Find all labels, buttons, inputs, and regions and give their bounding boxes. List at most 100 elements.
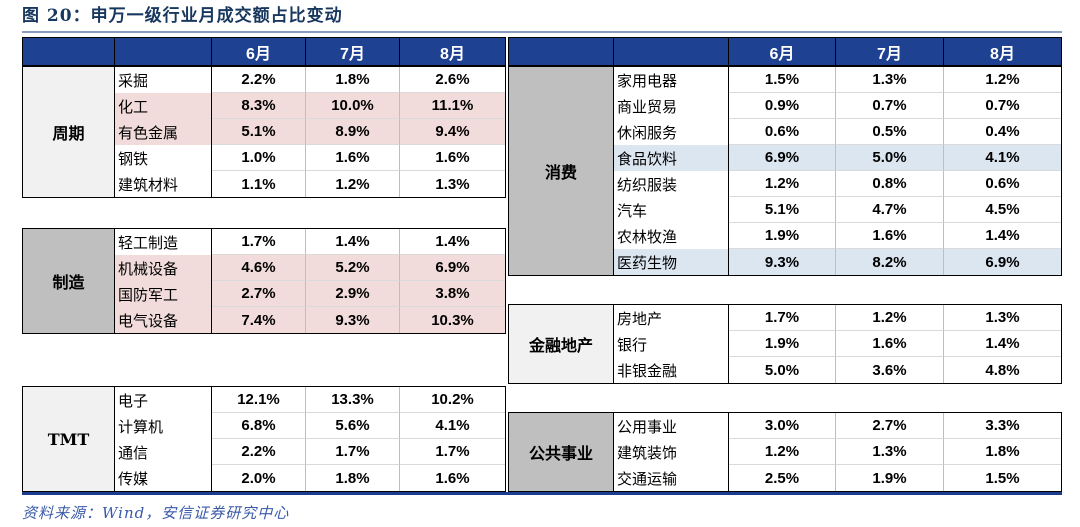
value-cell: 1.4%	[306, 229, 400, 255]
group-block: TMT 电子 12.1% 13.3% 10.2% 计算机 6.8% 5.6% 4.1% 通信 2.2…	[22, 386, 506, 492]
group-block: 周期 采掘 2.2% 1.8% 2.6% 化工 8.3% 10.0% 11.1% 有色金属 5.1%…	[22, 66, 506, 198]
spacer-row	[508, 276, 1062, 304]
category-cell: TMT	[23, 387, 115, 491]
value-cell: 3.6%	[836, 357, 944, 383]
value-cell: 0.9%	[729, 93, 836, 119]
industry-label: 采掘	[115, 67, 212, 93]
value-cell: 3.3%	[944, 413, 1061, 439]
group-block: 消费 家用电器 1.5% 1.3% 1.2% 商业贸易 0.9% 0.7% 0.7% 休闲服务 0.…	[508, 66, 1062, 276]
industry-label: 医药生物	[614, 249, 729, 275]
value-cell: 0.6%	[729, 119, 836, 145]
category-cell: 消费	[509, 67, 614, 275]
value-cell: 1.4%	[944, 223, 1061, 249]
industry-label: 银行	[614, 331, 729, 357]
tables-row: 6月 7月 8月 周期 采掘 2.2% 1.8% 2.6% 化工 8.3% 10.0% 11.1% 有色…	[22, 37, 1062, 492]
value-cell: 5.1%	[729, 197, 836, 223]
value-cell: 2.2%	[212, 439, 306, 465]
value-cell: 12.1%	[212, 387, 306, 413]
value-cell: 1.3%	[435, 175, 470, 193]
value-cell: 2.5%	[729, 465, 836, 491]
value-cell: 9.3%	[306, 307, 400, 333]
month-header: 7月	[836, 38, 944, 65]
value-cell: 5.1%	[212, 119, 306, 145]
industry-label: 非银金融	[614, 357, 729, 383]
value-cell: 1.6%	[306, 145, 400, 171]
industry-label: 汽车	[614, 197, 729, 223]
value-cell: 2.9%	[306, 281, 400, 307]
category-cell: 制造	[23, 229, 115, 333]
bottom-rule	[22, 492, 1062, 495]
month-header: 7月	[306, 38, 400, 65]
group-block: 制造 轻工制造 1.7% 1.4% 1.4% 机械设备 4.6% 5.2% 6.9% 国防军工 2.…	[22, 228, 506, 334]
month-header: 6月	[212, 38, 306, 65]
industry-label: 传媒	[115, 465, 212, 491]
value-cell: 0.7%	[836, 93, 944, 119]
industry-label: 建筑材料	[115, 171, 212, 197]
header-category-blank	[23, 38, 115, 65]
value-cell: 1.2%	[729, 171, 836, 197]
value-cell: 6.9%	[400, 255, 505, 281]
industry-label: 商业贸易	[614, 93, 729, 119]
value-cell: 13.3%	[306, 387, 400, 413]
header-industry-blank	[115, 38, 212, 65]
spacer-row	[508, 384, 1062, 412]
value-cell: 6.8%	[212, 413, 306, 439]
industry-label: 房地产	[614, 305, 729, 331]
industry-label: 农林牧渔	[614, 223, 729, 249]
value-cell: 1.8%	[306, 465, 400, 491]
industry-label: 建筑装饰	[614, 439, 729, 465]
table-header: 6月 7月 8月	[22, 37, 506, 66]
category-cell: 金融地产	[509, 305, 614, 383]
value-cell: 8.9%	[306, 119, 400, 145]
value-cell: 8.3%	[212, 93, 306, 119]
value-cell: 1.4%	[400, 229, 505, 255]
value-cell: 9.4%	[400, 119, 505, 145]
value-cell: 2.7%	[836, 413, 944, 439]
value-cell: 0.8%	[836, 171, 944, 197]
group-block: 公共事业 公用事业 3.0% 2.7% 3.3% 建筑装饰 1.2% 1.3% 1.8% 交通运输…	[508, 412, 1062, 492]
industry-label: 有色金属	[115, 119, 212, 145]
value-cell: 5.0%	[836, 145, 944, 171]
category-cell: 公共事业	[509, 413, 614, 491]
value-cell: 1.6%	[836, 331, 944, 357]
value-cell: 1.7%	[306, 439, 400, 465]
industry-label: 电子	[115, 387, 212, 413]
value-cell: 2.2%	[212, 67, 306, 93]
value-cell: 8.2%	[836, 249, 944, 275]
source-note: 资料来源：Wind，安信证券研究中心	[22, 504, 290, 522]
value-cell: 1.9%	[729, 331, 836, 357]
spacer-row	[22, 198, 506, 228]
value-cell: 1.5%	[729, 67, 836, 93]
value-cell: 10.0%	[306, 93, 400, 119]
value-cell: 3.0%	[729, 413, 836, 439]
spacer-row	[22, 334, 506, 386]
value-cell: 3.8%	[400, 281, 505, 307]
value-cell: 1.2%	[306, 171, 400, 197]
value-cell: 4.8%	[985, 361, 1020, 379]
value-cell: 1.1%	[212, 171, 306, 197]
figure-title: 图 20：申万一级行业月成交额占比变动	[22, 6, 343, 26]
title-rule	[22, 31, 1062, 33]
value-cell: 5.6%	[306, 413, 400, 439]
value-cell: 6.9%	[944, 249, 1061, 275]
industry-label: 纺织服装	[614, 171, 729, 197]
value-cell: 4.6%	[212, 255, 306, 281]
value-cell: 1.4%	[944, 331, 1061, 357]
industry-label: 轻工制造	[115, 229, 212, 255]
value-cell: 1.7%	[400, 439, 505, 465]
value-cell: 1.3%	[836, 67, 944, 93]
value-cell: 2.7%	[212, 281, 306, 307]
value-cell: 4.1%	[400, 413, 505, 439]
industry-label: 公用事业	[614, 413, 729, 439]
header-industry-blank	[614, 38, 729, 65]
value-cell: 1.8%	[306, 67, 400, 93]
group-block: 金融地产 房地产 1.7% 1.2% 1.3% 银行 1.9% 1.6% 1.4% 非银金融 5.0…	[508, 304, 1062, 384]
value-cell: 6.9%	[729, 145, 836, 171]
industry-label: 休闲服务	[614, 119, 729, 145]
industry-label: 电气设备	[115, 307, 212, 333]
value-cell: 0.5%	[836, 119, 944, 145]
value-cell: 0.4%	[944, 119, 1061, 145]
value-cell: 10.2%	[400, 387, 505, 413]
value-cell: 1.6%	[836, 223, 944, 249]
value-cell: 1.2%	[729, 439, 836, 465]
